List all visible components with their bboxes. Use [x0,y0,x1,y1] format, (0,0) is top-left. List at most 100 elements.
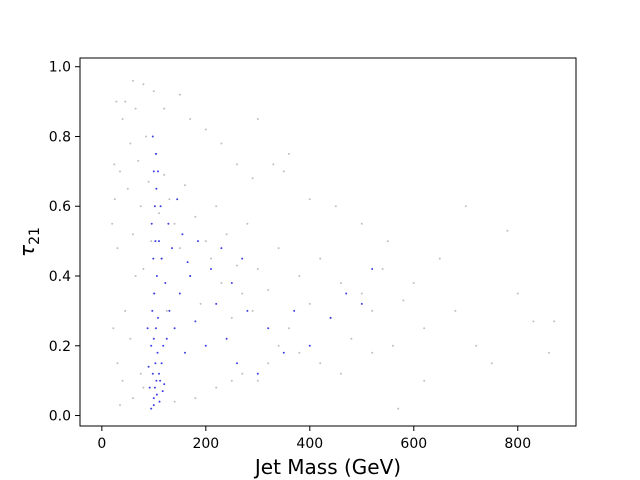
background-point-51 [381,268,384,270]
signal-point-28 [165,337,168,340]
signal-point-68 [158,400,161,403]
signal-point-58 [181,233,184,236]
signal-point-36 [204,344,207,347]
background-point-25 [184,184,186,187]
y-axis: 0.0 0.2 0.4 0.6 0.8 1.0 [49,60,80,425]
x-tick-label-0: 0 [97,436,106,452]
signal-point-4 [154,362,157,365]
signal-point-31 [173,327,176,330]
background-point-44 [308,302,311,305]
y-tick-label-4: 0.8 [49,129,71,145]
background-point-34 [230,316,233,319]
signal-point-52 [157,170,159,173]
signal-point-47 [345,292,348,295]
background-point-76 [152,90,155,93]
background-point-48 [350,337,353,340]
signal-point-32 [178,292,181,295]
signal-point-38 [225,337,228,340]
background-point-74 [178,93,181,96]
signal-point-24 [148,386,151,389]
background-point-63 [532,320,535,323]
background-point-107 [371,351,374,354]
background-point-11 [139,205,142,208]
background-point-94 [194,397,197,400]
signal-point-18 [152,170,155,173]
background-point-53 [402,299,405,302]
signal-point-3 [151,372,154,375]
signal-point-20 [154,152,157,155]
background-point-38 [251,309,254,312]
signal-point-22 [159,379,162,382]
background-point-60 [490,362,493,365]
background-point-101 [267,362,270,365]
background-point-109 [423,379,426,382]
background-point-72 [134,275,137,277]
background-point-98 [113,163,116,166]
y-axis-label: τ21 [15,227,43,257]
background-point-45 [319,257,322,260]
background-point-10 [137,159,140,162]
background-point-42 [288,327,290,330]
background-point-3 [119,170,121,173]
signal-point-1 [153,386,156,389]
background-point-7 [129,142,132,145]
background-point-88 [360,222,363,225]
background-point-64 [548,351,550,354]
signal-point-29 [146,327,149,330]
background-point-0 [111,222,114,225]
background-point-66 [116,362,119,365]
background-point-82 [236,163,238,166]
x-tick-label-4: 800 [504,436,531,452]
background-point-57 [454,309,457,312]
signal-point-23 [160,362,163,365]
background-point-67 [121,379,124,382]
x-tick-label-1: 200 [192,436,219,452]
background-point-50 [371,309,374,312]
signal-point-37 [215,302,218,305]
signal-point-25 [147,365,150,368]
signal-point-44 [293,309,296,312]
signal-point-34 [189,275,192,277]
background-point-35 [236,264,238,267]
background-point-99 [115,100,118,103]
background-point-21 [165,309,168,312]
background-point-78 [132,79,134,82]
background-point-2 [116,247,119,250]
background-point-55 [423,327,426,330]
background-point-22 [168,198,171,201]
background-point-59 [475,344,478,347]
background-point-104 [298,351,301,354]
background-point-29 [204,240,207,243]
y-tick-label-3: 0.6 [49,199,71,215]
signal-point-55 [167,222,170,225]
y-tick-label-2: 0.4 [49,269,71,285]
background-point-90 [256,118,259,120]
background-point-87 [334,205,337,208]
signal-point-51 [159,205,162,208]
background-point-27 [194,215,197,218]
signal-point-57 [176,198,179,201]
signal-point-35 [194,320,197,323]
signal-point-48 [360,302,363,305]
signal-point-5 [156,351,159,354]
background-point-108 [397,407,400,410]
signal-point-27 [163,383,166,386]
signal-point-41 [256,372,259,375]
background-point-95 [173,400,176,403]
background-point-13 [145,135,147,138]
background-point-102 [241,372,244,375]
background-point-15 [150,240,153,243]
background-point-62 [516,292,519,295]
background-point-84 [272,163,275,166]
signal-point-64 [241,257,244,260]
signal-point-56 [171,247,173,250]
background-point-47 [340,282,342,284]
background-point-75 [163,107,166,110]
background-point-20 [163,173,166,176]
background-point-23 [173,222,176,225]
background-point-91 [282,170,285,173]
signal-point-61 [210,268,212,270]
signal-point-19 [151,135,154,138]
